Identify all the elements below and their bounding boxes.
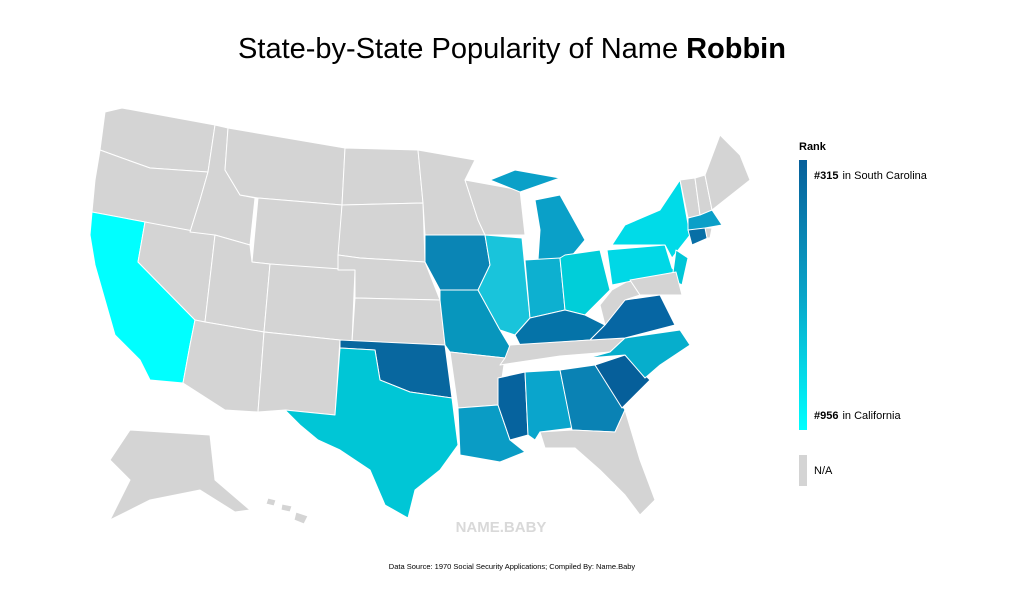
state	[477, 234, 531, 336]
legend-bottom-state: in California	[842, 410, 901, 422]
state	[524, 257, 566, 319]
state	[704, 227, 713, 239]
state	[587, 329, 691, 379]
state	[109, 429, 251, 521]
state	[497, 371, 529, 441]
legend-title: Rank	[799, 141, 827, 153]
state	[224, 127, 346, 206]
state	[629, 271, 683, 296]
state	[293, 511, 309, 525]
state	[534, 194, 586, 261]
state	[611, 179, 691, 259]
legend-top: #315 in South Carolina	[814, 170, 928, 182]
state	[257, 331, 341, 416]
footer: Data Source: 1970 Social Security Applic…	[389, 562, 636, 571]
legend-top-state: in South Carolina	[842, 170, 927, 182]
legend-bottom-rank: #956	[814, 410, 838, 422]
state	[263, 263, 356, 343]
state	[251, 197, 343, 271]
us-map	[89, 107, 751, 525]
title-name: Robbin	[686, 33, 786, 65]
legend-gradient	[799, 160, 807, 430]
state	[424, 234, 491, 291]
title-prefix: State-by-State Popularity of Name	[238, 33, 678, 65]
state	[265, 497, 277, 507]
state	[704, 134, 751, 211]
state	[182, 319, 265, 413]
state	[449, 351, 506, 409]
state	[280, 503, 293, 513]
legend-na-swatch	[799, 455, 807, 486]
legend-top-rank: #315	[814, 170, 838, 182]
state	[284, 347, 459, 519]
state	[539, 409, 656, 516]
legend-bottom: #956 in California	[814, 410, 901, 422]
legend-na: N/A	[814, 465, 833, 477]
state	[351, 297, 446, 346]
title: State-by-State Popularity of Name Robbin	[238, 33, 786, 65]
state	[337, 202, 426, 263]
state	[341, 147, 424, 206]
state	[489, 169, 561, 193]
watermark: NAME.BABY	[456, 519, 547, 536]
